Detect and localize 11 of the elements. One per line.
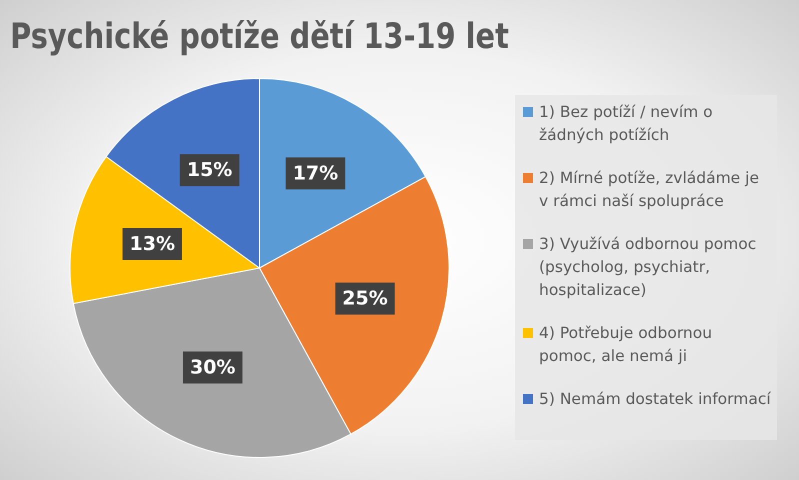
chart-title: Psychické potíže dětí 13-19 let <box>10 15 509 57</box>
data-label: 30% <box>190 356 236 378</box>
data-label: 17% <box>292 162 338 184</box>
legend-label: 2) Mírné potíže, zvládáme je v rámci naší spolupráce <box>539 168 760 212</box>
data-label: 15% <box>186 159 232 182</box>
data-label: 25% <box>342 288 388 310</box>
legend-label: 3) Využívá odbornou pomoc (psycholog, psychiatr, hospitalizace) <box>539 234 758 301</box>
data-label: 13% <box>129 232 175 255</box>
legend-label: 1) Bez potíží / nevím o žádných potížích <box>539 102 714 146</box>
legend-label: 4) Potřebuje odbornou pomoc, ale nemá ji <box>539 323 714 367</box>
legend-label: 5) Nemám dostatek informací <box>539 389 771 410</box>
